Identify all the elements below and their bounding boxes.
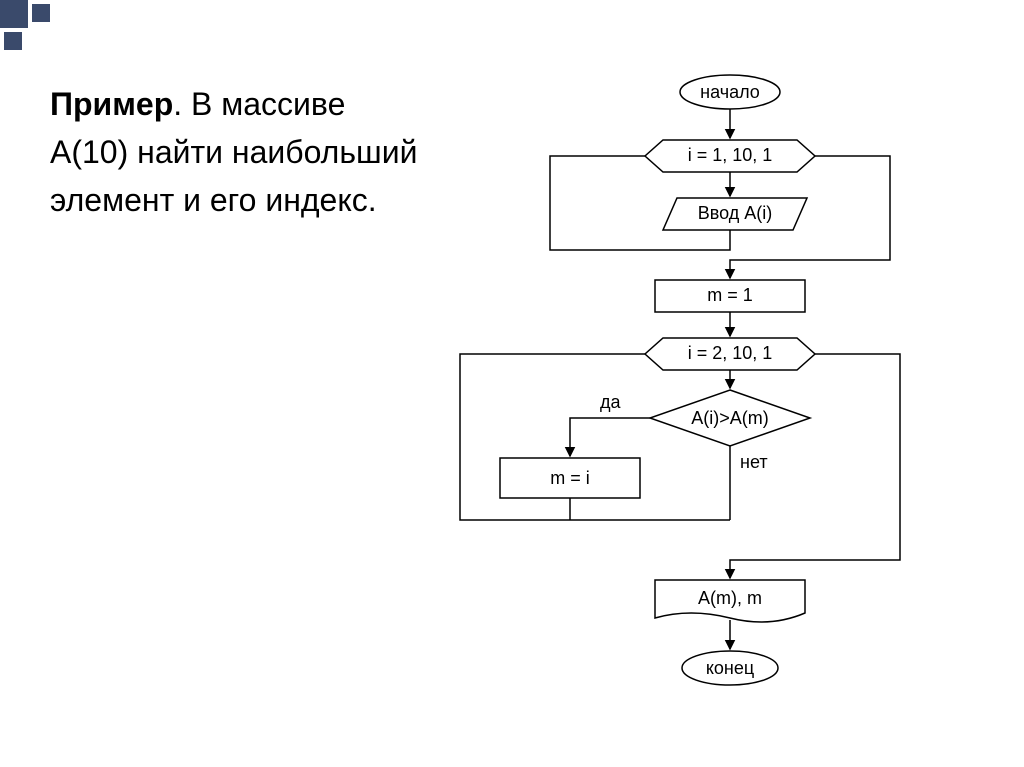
algorithm-flowchart: начало i = 1, 10, 1 Ввод A(i) m = 1 i = …: [440, 70, 1000, 750]
label-no: нет: [740, 452, 768, 473]
label-output: A(m), m: [690, 588, 770, 609]
label-input: Ввод A(i): [690, 203, 780, 224]
label-proc-mi: m = i: [540, 468, 600, 489]
corner-square: [4, 32, 22, 50]
label-decision: A(i)>A(m): [685, 408, 775, 429]
corner-square: [0, 0, 28, 28]
label-proc-m1: m = 1: [695, 285, 765, 306]
edge-yes: [570, 418, 650, 456]
example-description: Пример. В массиве A(10) найти наибольший…: [50, 80, 430, 224]
label-loop1: i = 1, 10, 1: [685, 145, 775, 166]
description-bold: Пример: [50, 86, 173, 122]
label-yes: да: [600, 392, 621, 413]
label-end: конец: [700, 658, 760, 679]
label-loop2: i = 2, 10, 1: [685, 343, 775, 364]
label-start: начало: [695, 82, 765, 103]
corner-square: [32, 4, 50, 22]
